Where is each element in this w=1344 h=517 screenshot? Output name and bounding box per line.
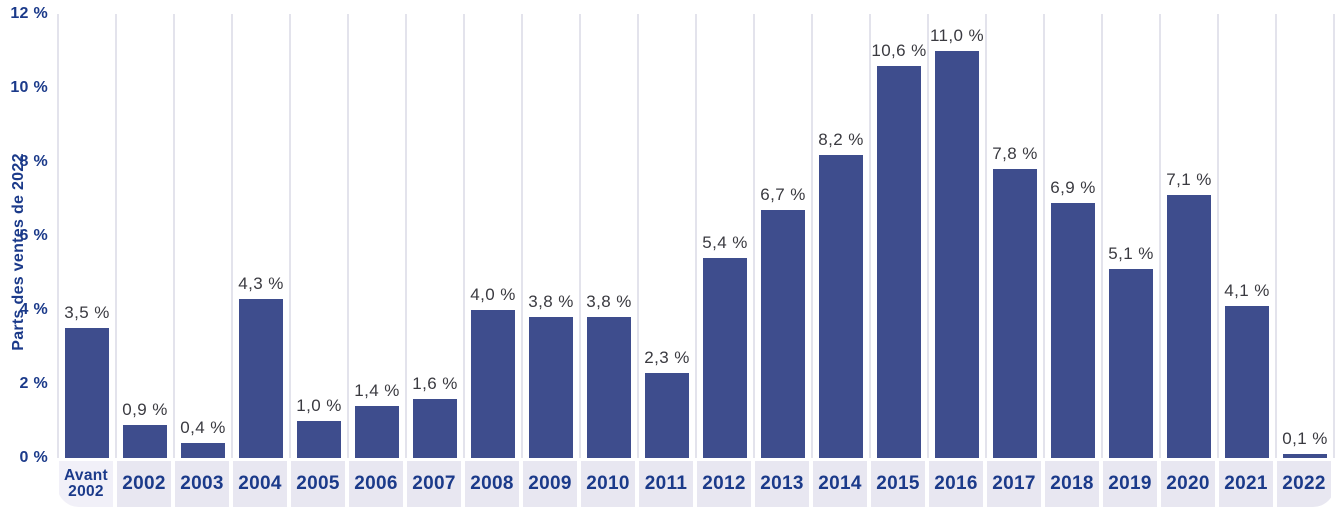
- y-tick-label: 0 %: [19, 449, 48, 466]
- bar: [877, 66, 921, 458]
- bar-value-label: 0,4 %: [180, 418, 226, 437]
- bar-value-label: 1,4 %: [354, 381, 400, 400]
- bar: [239, 299, 283, 458]
- bar: [413, 399, 457, 458]
- bar: [645, 373, 689, 458]
- bar-value-label: 7,8 %: [992, 144, 1038, 163]
- bar: [1167, 195, 1211, 458]
- x-tick-label: 2021: [1219, 461, 1273, 507]
- y-tick-label: 2 %: [19, 375, 48, 392]
- x-tick-label: 2012: [697, 461, 751, 507]
- x-tick-label: 2017: [987, 461, 1041, 507]
- bar-value-label: 10,6 %: [871, 41, 927, 60]
- y-tick-label: 12 %: [10, 5, 48, 22]
- grid-column: 7,1 %: [1159, 14, 1217, 458]
- x-tick-label: 2013: [755, 461, 809, 507]
- x-tick-label: 2020: [1161, 461, 1215, 507]
- y-tick-label: 4 %: [19, 301, 48, 318]
- bar-value-label: 8,2 %: [818, 130, 864, 149]
- x-tick-label: 2010: [581, 461, 635, 507]
- bar-value-label: 4,1 %: [1224, 281, 1270, 300]
- y-axis: 0 % 2 % 4 % 6 % 8 % 10 % 12 %: [0, 0, 48, 517]
- bar: [1109, 269, 1153, 458]
- bar: [587, 317, 631, 458]
- grid-column: 0,1 %: [1275, 14, 1333, 458]
- grid-column: 3,8 %: [521, 14, 579, 458]
- bar-value-label: 1,0 %: [296, 396, 342, 415]
- y-tick-label: 10 %: [10, 79, 48, 96]
- x-tick-label: 2016: [929, 461, 983, 507]
- grid-column: 0,4 %: [173, 14, 231, 458]
- bar: [355, 406, 399, 458]
- x-tick-label: 2007: [407, 461, 461, 507]
- plot-area: 3,5 % 0,9 % 0,4 % 4,3 % 1,0 % 1,4 % 1,6 % 4,0 %…: [57, 14, 1335, 458]
- grid-column: 4,0 %: [463, 14, 521, 458]
- bar: [471, 310, 515, 458]
- x-tick-label: 2018: [1045, 461, 1099, 507]
- bar: [123, 425, 167, 458]
- y-tick-label: 6 %: [19, 227, 48, 244]
- x-tick-label: 2005: [291, 461, 345, 507]
- x-tick-label: 2008: [465, 461, 519, 507]
- bar-value-label: 4,3 %: [238, 274, 284, 293]
- bar-value-label: 3,8 %: [528, 292, 574, 311]
- grid-column: 2,3 %: [637, 14, 695, 458]
- grid-column: 4,1 %: [1217, 14, 1275, 458]
- grid-column: 1,6 %: [405, 14, 463, 458]
- x-tick-label: 2004: [233, 461, 287, 507]
- bar-value-label: 5,4 %: [702, 233, 748, 252]
- y-tick-label: 8 %: [19, 153, 48, 170]
- grid-column: 6,7 %: [753, 14, 811, 458]
- grid-column: 3,8 %: [579, 14, 637, 458]
- grid-column: 1,0 %: [289, 14, 347, 458]
- grid-column: 7,8 %: [985, 14, 1043, 458]
- x-tick-label: 2014: [813, 461, 867, 507]
- bar-value-label: 0,9 %: [122, 400, 168, 419]
- grid-column: 8,2 %: [811, 14, 869, 458]
- grid-column: 11,0 %: [927, 14, 985, 458]
- bar: [761, 210, 805, 458]
- bar: [993, 169, 1037, 458]
- grid-column: 4,3 %: [231, 14, 289, 458]
- x-tick-label: 2009: [523, 461, 577, 507]
- bar-value-label: 4,0 %: [470, 285, 516, 304]
- bar-value-label: 3,5 %: [64, 303, 110, 322]
- bar-value-label: 6,7 %: [760, 185, 806, 204]
- grid-column: 1,4 %: [347, 14, 405, 458]
- grid-column: 0,9 %: [115, 14, 173, 458]
- bar: [819, 155, 863, 458]
- x-tick-label: 2022: [1277, 461, 1331, 507]
- x-tick-label: 2006: [349, 461, 403, 507]
- bar-value-label: 1,6 %: [412, 374, 458, 393]
- grid-column: 3,5 %: [57, 14, 115, 458]
- bar: [181, 443, 225, 458]
- grid-column: 6,9 %: [1043, 14, 1101, 458]
- grid-column: 5,4 %: [695, 14, 753, 458]
- x-tick-label: 2019: [1103, 461, 1157, 507]
- grid-column: 10,6 %: [869, 14, 927, 458]
- bar-value-label: 5,1 %: [1108, 244, 1154, 263]
- bar: [1225, 306, 1269, 458]
- bar-value-label: 3,8 %: [586, 292, 632, 311]
- bar-value-label: 0,1 %: [1282, 429, 1328, 448]
- grid-column: 5,1 %: [1101, 14, 1159, 458]
- x-tick-label: 2003: [175, 461, 229, 507]
- bar-value-label: 2,3 %: [644, 348, 690, 367]
- bar-value-label: 6,9 %: [1050, 178, 1096, 197]
- bar: [65, 328, 109, 458]
- bar: [297, 421, 341, 458]
- bar: [1051, 203, 1095, 458]
- bar: [935, 51, 979, 458]
- x-tick-label: 2015: [871, 461, 925, 507]
- bar: [703, 258, 747, 458]
- bar: [529, 317, 573, 458]
- bar-value-label: 11,0 %: [929, 26, 985, 45]
- x-axis-band: Avant 2002 2002 2003 2004 2005 2006 2007 2008 20…: [57, 461, 1335, 507]
- bar-value-label: 7,1 %: [1166, 170, 1212, 189]
- bar: [1283, 454, 1327, 458]
- x-tick-label: Avant 2002: [59, 461, 113, 507]
- x-tick-label: 2011: [639, 461, 693, 507]
- x-tick-label: 2002: [117, 461, 171, 507]
